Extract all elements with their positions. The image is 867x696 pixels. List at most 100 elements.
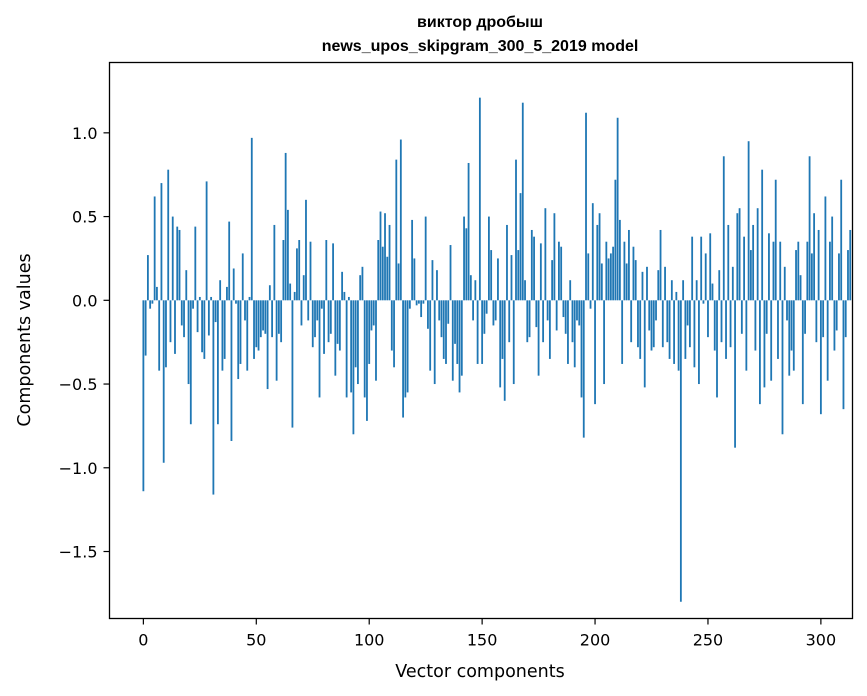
bar-165	[515, 159, 517, 301]
x-tick-label: 50	[246, 631, 266, 650]
bar-205	[605, 241, 608, 301]
bar-78	[318, 300, 321, 398]
bar-68	[296, 248, 298, 301]
bar-222	[643, 300, 646, 388]
bar-207	[609, 253, 612, 301]
bar-1	[144, 300, 147, 356]
bar-177	[542, 300, 545, 343]
bar-17	[180, 300, 183, 326]
bar-124	[422, 300, 425, 304]
bar-174	[535, 300, 538, 328]
bar-50	[255, 300, 258, 348]
bar-5	[153, 196, 156, 301]
bar-235	[673, 300, 675, 364]
bar-209	[614, 179, 617, 301]
bar-115	[402, 300, 404, 418]
bar-116	[404, 300, 407, 398]
bar-23	[194, 226, 197, 301]
bar-181	[551, 260, 554, 301]
bar-61	[280, 300, 283, 343]
bar-65	[289, 283, 292, 301]
bar-145	[469, 275, 472, 301]
bar-282	[779, 241, 782, 301]
bar-91	[347, 296, 350, 301]
bar-179	[546, 300, 549, 321]
bar-series	[142, 97, 852, 602]
bar-134	[445, 300, 447, 364]
bar-192	[576, 300, 578, 321]
bar-18	[183, 300, 185, 338]
bar-29	[207, 300, 210, 336]
bar-224	[648, 300, 651, 331]
bar-59	[275, 300, 278, 381]
bar-294	[806, 241, 809, 301]
bar-80	[323, 300, 325, 354]
bar-104	[377, 240, 380, 301]
bar-252	[711, 283, 714, 301]
bar-231	[664, 266, 666, 301]
bar-138	[454, 300, 456, 344]
bar-62	[282, 240, 285, 301]
bar-63	[284, 152, 287, 301]
bar-109	[388, 224, 391, 301]
bar-226	[652, 300, 655, 348]
bar-0	[142, 300, 145, 492]
y-axis-ticks: −1.5 −1.0 −0.5 0.0 0.5 1.0	[59, 124, 110, 562]
bar-160	[503, 300, 506, 401]
bar-71	[302, 275, 305, 301]
y-tick-label: −1.0	[59, 459, 98, 478]
bar-100	[368, 300, 371, 364]
y-tick-label: 0.0	[72, 291, 97, 310]
bar-212	[621, 300, 624, 364]
bar-273	[759, 300, 761, 405]
chart-subtitle: news_upos_skipgram_300_5_2019 model	[322, 38, 639, 55]
bar-8	[160, 183, 163, 301]
bar-298	[815, 300, 818, 343]
bar-84	[332, 243, 334, 301]
bar-190	[571, 300, 574, 343]
bar-127	[429, 300, 432, 371]
bar-103	[375, 300, 377, 381]
bar-119	[411, 219, 414, 301]
bar-86	[336, 300, 339, 344]
bar-146	[472, 300, 474, 321]
bar-39	[230, 300, 233, 441]
bar-230	[661, 300, 664, 348]
bar-24	[196, 300, 199, 333]
bar-70	[300, 300, 303, 326]
bar-117	[406, 300, 409, 393]
bar-208	[612, 246, 615, 301]
bar-233	[668, 300, 671, 359]
y-axis-label: Components values	[15, 253, 35, 426]
bar-200	[594, 300, 596, 405]
bar-256	[720, 300, 723, 343]
bar-148	[476, 300, 479, 364]
bar-60	[277, 300, 280, 334]
bar-229	[659, 229, 662, 301]
bar-44	[241, 253, 244, 301]
bar-98	[363, 300, 366, 398]
bar-312	[847, 250, 849, 301]
bar-277	[768, 233, 770, 301]
y-tick-label: −1.5	[59, 543, 98, 562]
bar-187	[564, 300, 567, 334]
bar-184	[558, 241, 560, 301]
bar-297	[813, 213, 816, 301]
bar-189	[569, 280, 572, 301]
bar-313	[849, 229, 852, 301]
bar-149	[478, 97, 481, 301]
bar-304	[829, 241, 831, 301]
bar-79	[320, 300, 323, 309]
bar-96	[359, 275, 362, 301]
bar-72	[305, 199, 307, 301]
bar-132	[440, 300, 443, 338]
bar-6	[156, 286, 158, 301]
bar-280	[774, 179, 777, 301]
bar-7	[158, 300, 161, 371]
bar-265	[740, 300, 743, 334]
bar-88	[341, 271, 344, 301]
bar-255	[718, 270, 721, 301]
bar-155	[492, 300, 495, 326]
bar-150	[481, 300, 484, 364]
bar-67	[293, 291, 296, 301]
